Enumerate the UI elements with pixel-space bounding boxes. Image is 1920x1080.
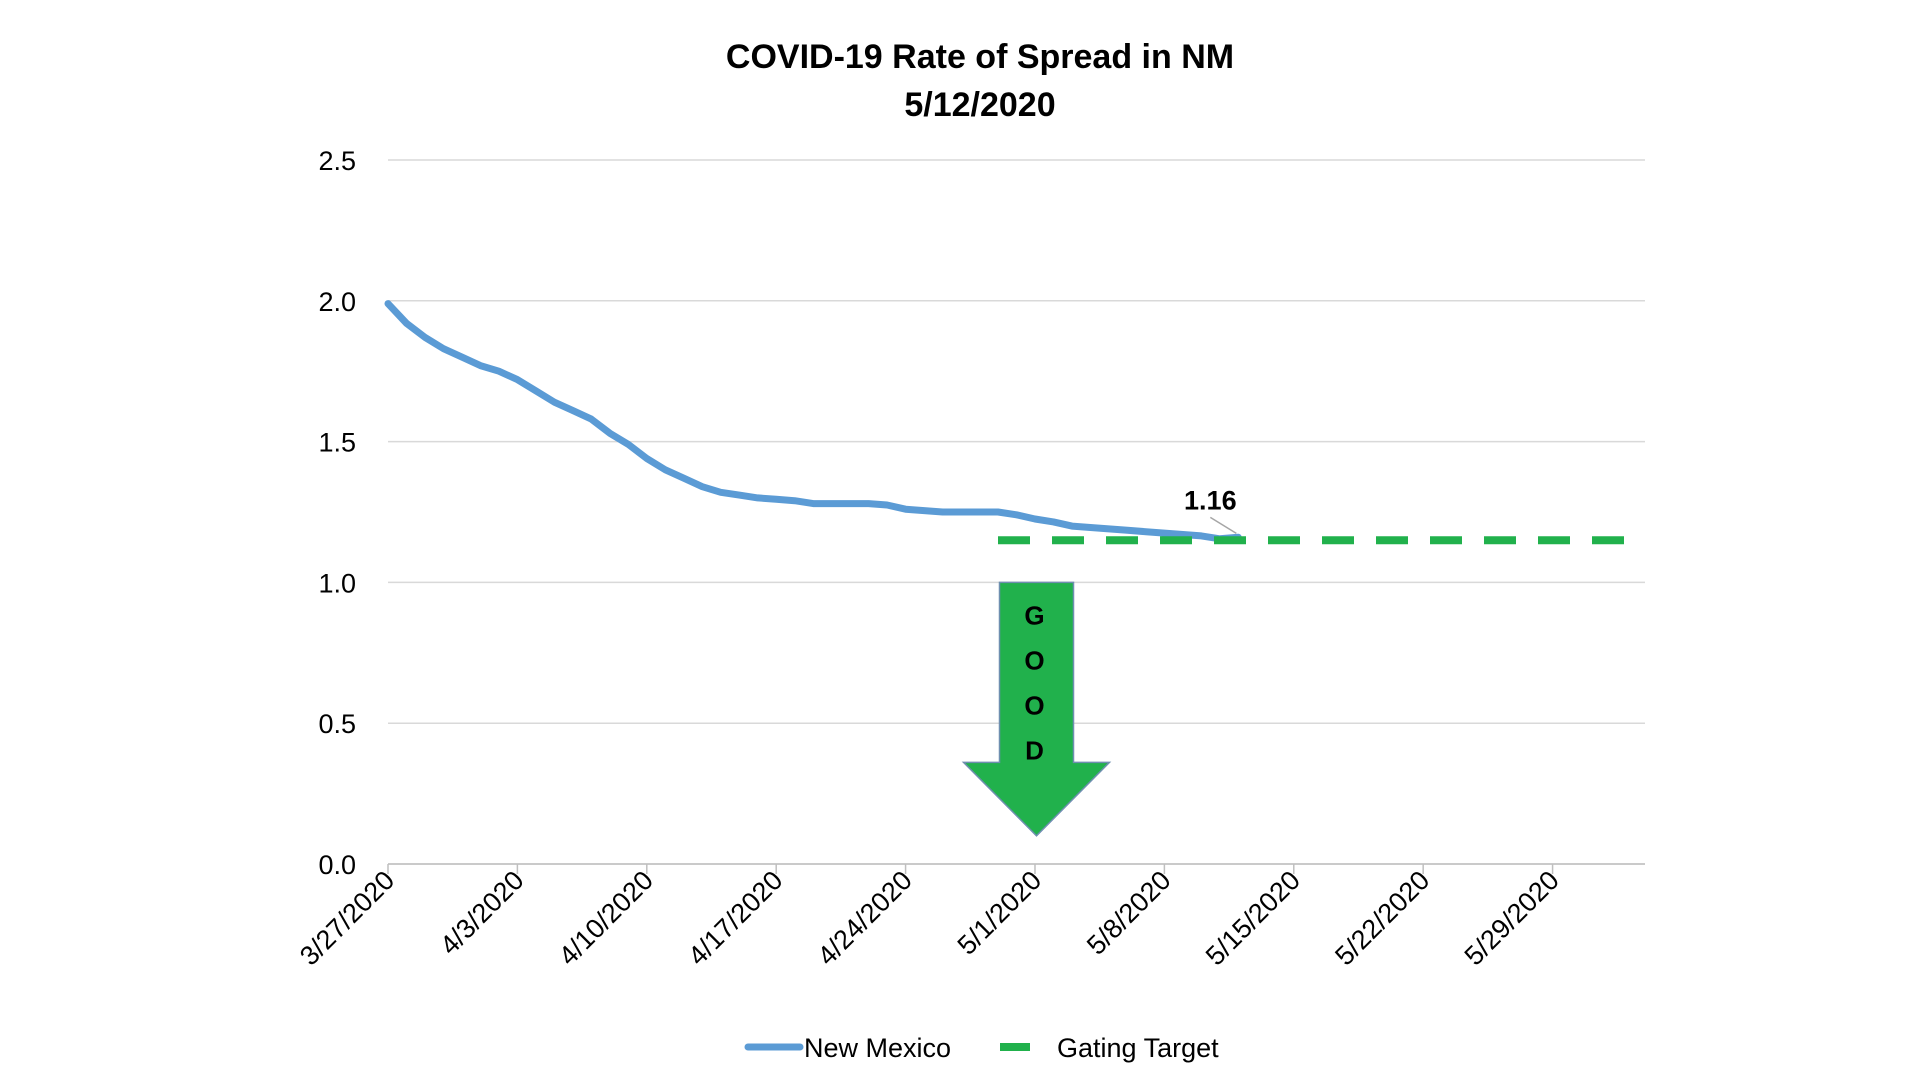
good-arrow-letter: O [1024,645,1044,675]
x-tick-label: 5/15/2020 [1200,865,1306,971]
y-axis-ticks: 0.0 0.5 1.0 1.5 2.0 2.5 [318,146,356,880]
x-tick-label: 5/22/2020 [1329,865,1435,971]
y-tick-label: 1.0 [318,568,356,598]
y-tick-label: 0.0 [318,850,356,880]
x-axis: 3/27/2020 4/3/2020 4/10/2020 4/17/2020 4/24/… [294,863,1645,971]
legend-label-new-mexico: New Mexico [804,1033,951,1063]
good-arrow-shape [961,581,1112,837]
legend: New Mexico Gating Target [744,1033,1219,1063]
x-tick-label: 5/8/2020 [1081,865,1177,961]
y-tick-label: 2.0 [318,287,356,317]
x-tick-label: 5/1/2020 [952,865,1048,961]
chart-subtitle: 5/12/2020 [904,86,1055,124]
y-tick-label: 0.5 [318,709,356,739]
x-tick-label: 4/24/2020 [812,865,918,971]
chart-title: COVID-19 Rate of Spread in NM [726,38,1234,76]
x-tick-label: 4/3/2020 [434,865,530,961]
series-group [384,300,1645,545]
y-tick-label: 1.5 [318,428,356,458]
x-tick-label: 5/29/2020 [1459,865,1565,971]
good-arrow-letter: G [1024,600,1044,630]
legend-label-gating-target: Gating Target [1057,1033,1219,1063]
y-tick-label: 2.5 [318,146,356,176]
good-arrow-letter: D [1025,735,1044,765]
x-tick-label: 4/10/2020 [553,865,659,971]
data-label: 1.16 [1184,485,1237,515]
x-tick-label: 3/27/2020 [294,865,400,971]
series-line-new-mexico [384,300,1242,543]
data-label-leader [1209,516,1237,534]
annotations: 1.16 [1184,485,1237,534]
x-tick-label: 4/17/2020 [682,865,788,971]
good-arrow-letter: O [1024,690,1044,720]
